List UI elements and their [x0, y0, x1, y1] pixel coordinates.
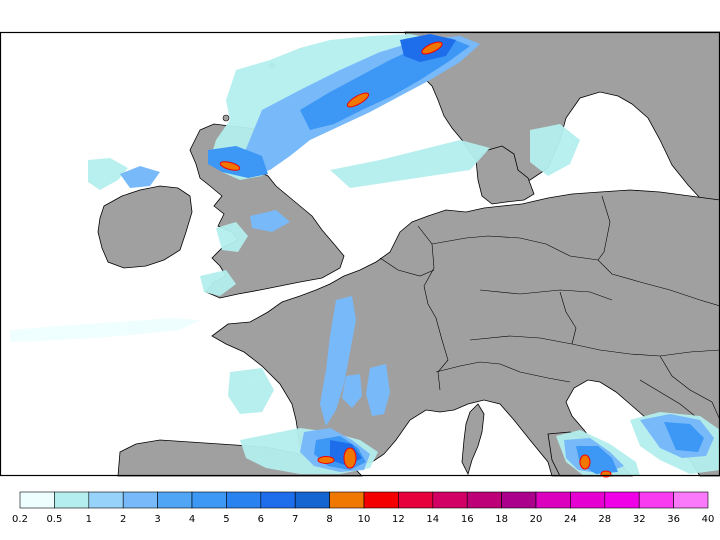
legend-tick-label: 5	[223, 514, 229, 525]
legend-swatch	[54, 491, 90, 509]
legend-tick-label: 8	[326, 514, 332, 525]
legend-swatch	[638, 491, 674, 509]
legend-tick-label: 18	[495, 514, 508, 525]
legend-tick-label: 28	[598, 514, 611, 525]
legend-tick-label: 7	[292, 514, 298, 525]
legend-swatch	[294, 491, 330, 509]
legend-tick-label: 16	[461, 514, 474, 525]
land-corsica-sardinia	[461, 403, 485, 476]
legend-tick-label: 24	[564, 514, 577, 525]
legend-tick-label: 40	[702, 514, 715, 525]
precip-extreme-patches	[219, 41, 612, 478]
legend-tick-label: 0.2	[12, 514, 28, 525]
legend-swatch	[122, 491, 158, 509]
legend-tick-label: 6	[258, 514, 264, 525]
legend-swatch	[466, 491, 502, 509]
land-continental-europe	[211, 189, 720, 477]
legend-swatch	[363, 491, 399, 509]
land-ireland	[97, 185, 193, 269]
legend-tick-label: 20	[530, 514, 543, 525]
land-denmark	[475, 145, 535, 205]
legend-tick-label: 10	[358, 514, 371, 525]
legend-tick-label: 12	[392, 514, 405, 525]
legend-swatch	[191, 491, 227, 509]
legend-swatch	[226, 491, 262, 509]
legend-swatch	[604, 491, 640, 509]
legend-tick-label: 3	[154, 514, 160, 525]
legend-swatch	[157, 491, 193, 509]
legend-tick-label: 14	[426, 514, 439, 525]
legend-swatch	[19, 491, 55, 509]
legend-swatch	[570, 491, 606, 509]
legend-swatch	[260, 491, 296, 509]
legend-swatch	[432, 491, 468, 509]
legend-swatch	[398, 491, 434, 509]
legend-swatch	[329, 491, 365, 509]
legend-tick-label: 32	[633, 514, 646, 525]
legend-tick-labels: 0.2 0.5 1 2 3 4 5 6 7 8 10 12 14 16 18 20 24 28 32 36 40	[12, 514, 714, 525]
legend-swatch	[501, 491, 537, 509]
legend-tick-label: 4	[189, 514, 195, 525]
land-orkney	[222, 114, 230, 122]
legend-tick-label: 1	[86, 514, 92, 525]
color-legend: 0.2 0.5 1 2 3 4 5 6 7 8 10 12 14 16 18 20 24 28 32 36 40	[12, 491, 714, 525]
legend-tick-label: 2	[120, 514, 126, 525]
legend-swatch	[88, 491, 124, 509]
legend-swatch	[535, 491, 571, 509]
legend-swatches	[19, 491, 709, 509]
country-borders	[379, 195, 720, 421]
legend-tick-label: 0.5	[46, 514, 62, 525]
legend-tick-label: 36	[667, 514, 680, 525]
precipitation-map	[0, 31, 720, 478]
legend-swatch	[673, 491, 709, 509]
